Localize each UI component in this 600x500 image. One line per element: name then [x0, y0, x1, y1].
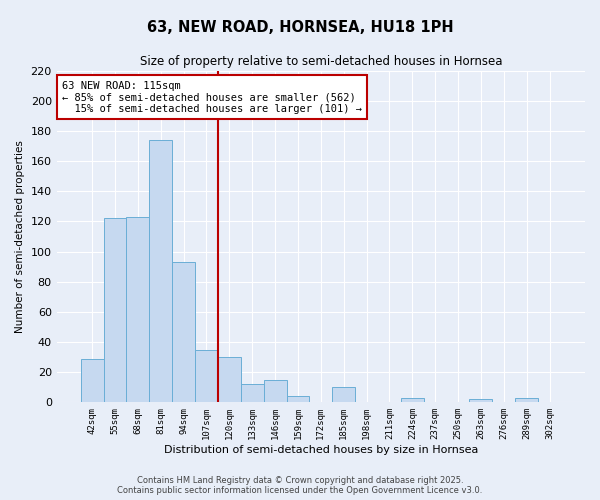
Bar [104, 218, 127, 402]
Bar [80, 358, 104, 403]
Bar [127, 217, 149, 402]
Bar [469, 400, 493, 402]
Text: 63, NEW ROAD, HORNSEA, HU18 1PH: 63, NEW ROAD, HORNSEA, HU18 1PH [146, 20, 454, 35]
Text: Contains HM Land Registry data © Crown copyright and database right 2025.
Contai: Contains HM Land Registry data © Crown c… [118, 476, 482, 495]
Bar [172, 262, 195, 402]
Y-axis label: Number of semi-detached properties: Number of semi-detached properties [15, 140, 25, 333]
Bar [149, 140, 172, 402]
Bar [401, 398, 424, 402]
Bar [287, 396, 310, 402]
Title: Size of property relative to semi-detached houses in Hornsea: Size of property relative to semi-detach… [140, 55, 502, 68]
Bar [515, 398, 538, 402]
Bar [195, 350, 218, 403]
Bar [241, 384, 263, 402]
Bar [263, 380, 287, 402]
Text: 63 NEW ROAD: 115sqm
← 85% of semi-detached houses are smaller (562)
  15% of sem: 63 NEW ROAD: 115sqm ← 85% of semi-detach… [62, 80, 362, 114]
X-axis label: Distribution of semi-detached houses by size in Hornsea: Distribution of semi-detached houses by … [164, 445, 478, 455]
Bar [332, 388, 355, 402]
Bar [218, 357, 241, 403]
